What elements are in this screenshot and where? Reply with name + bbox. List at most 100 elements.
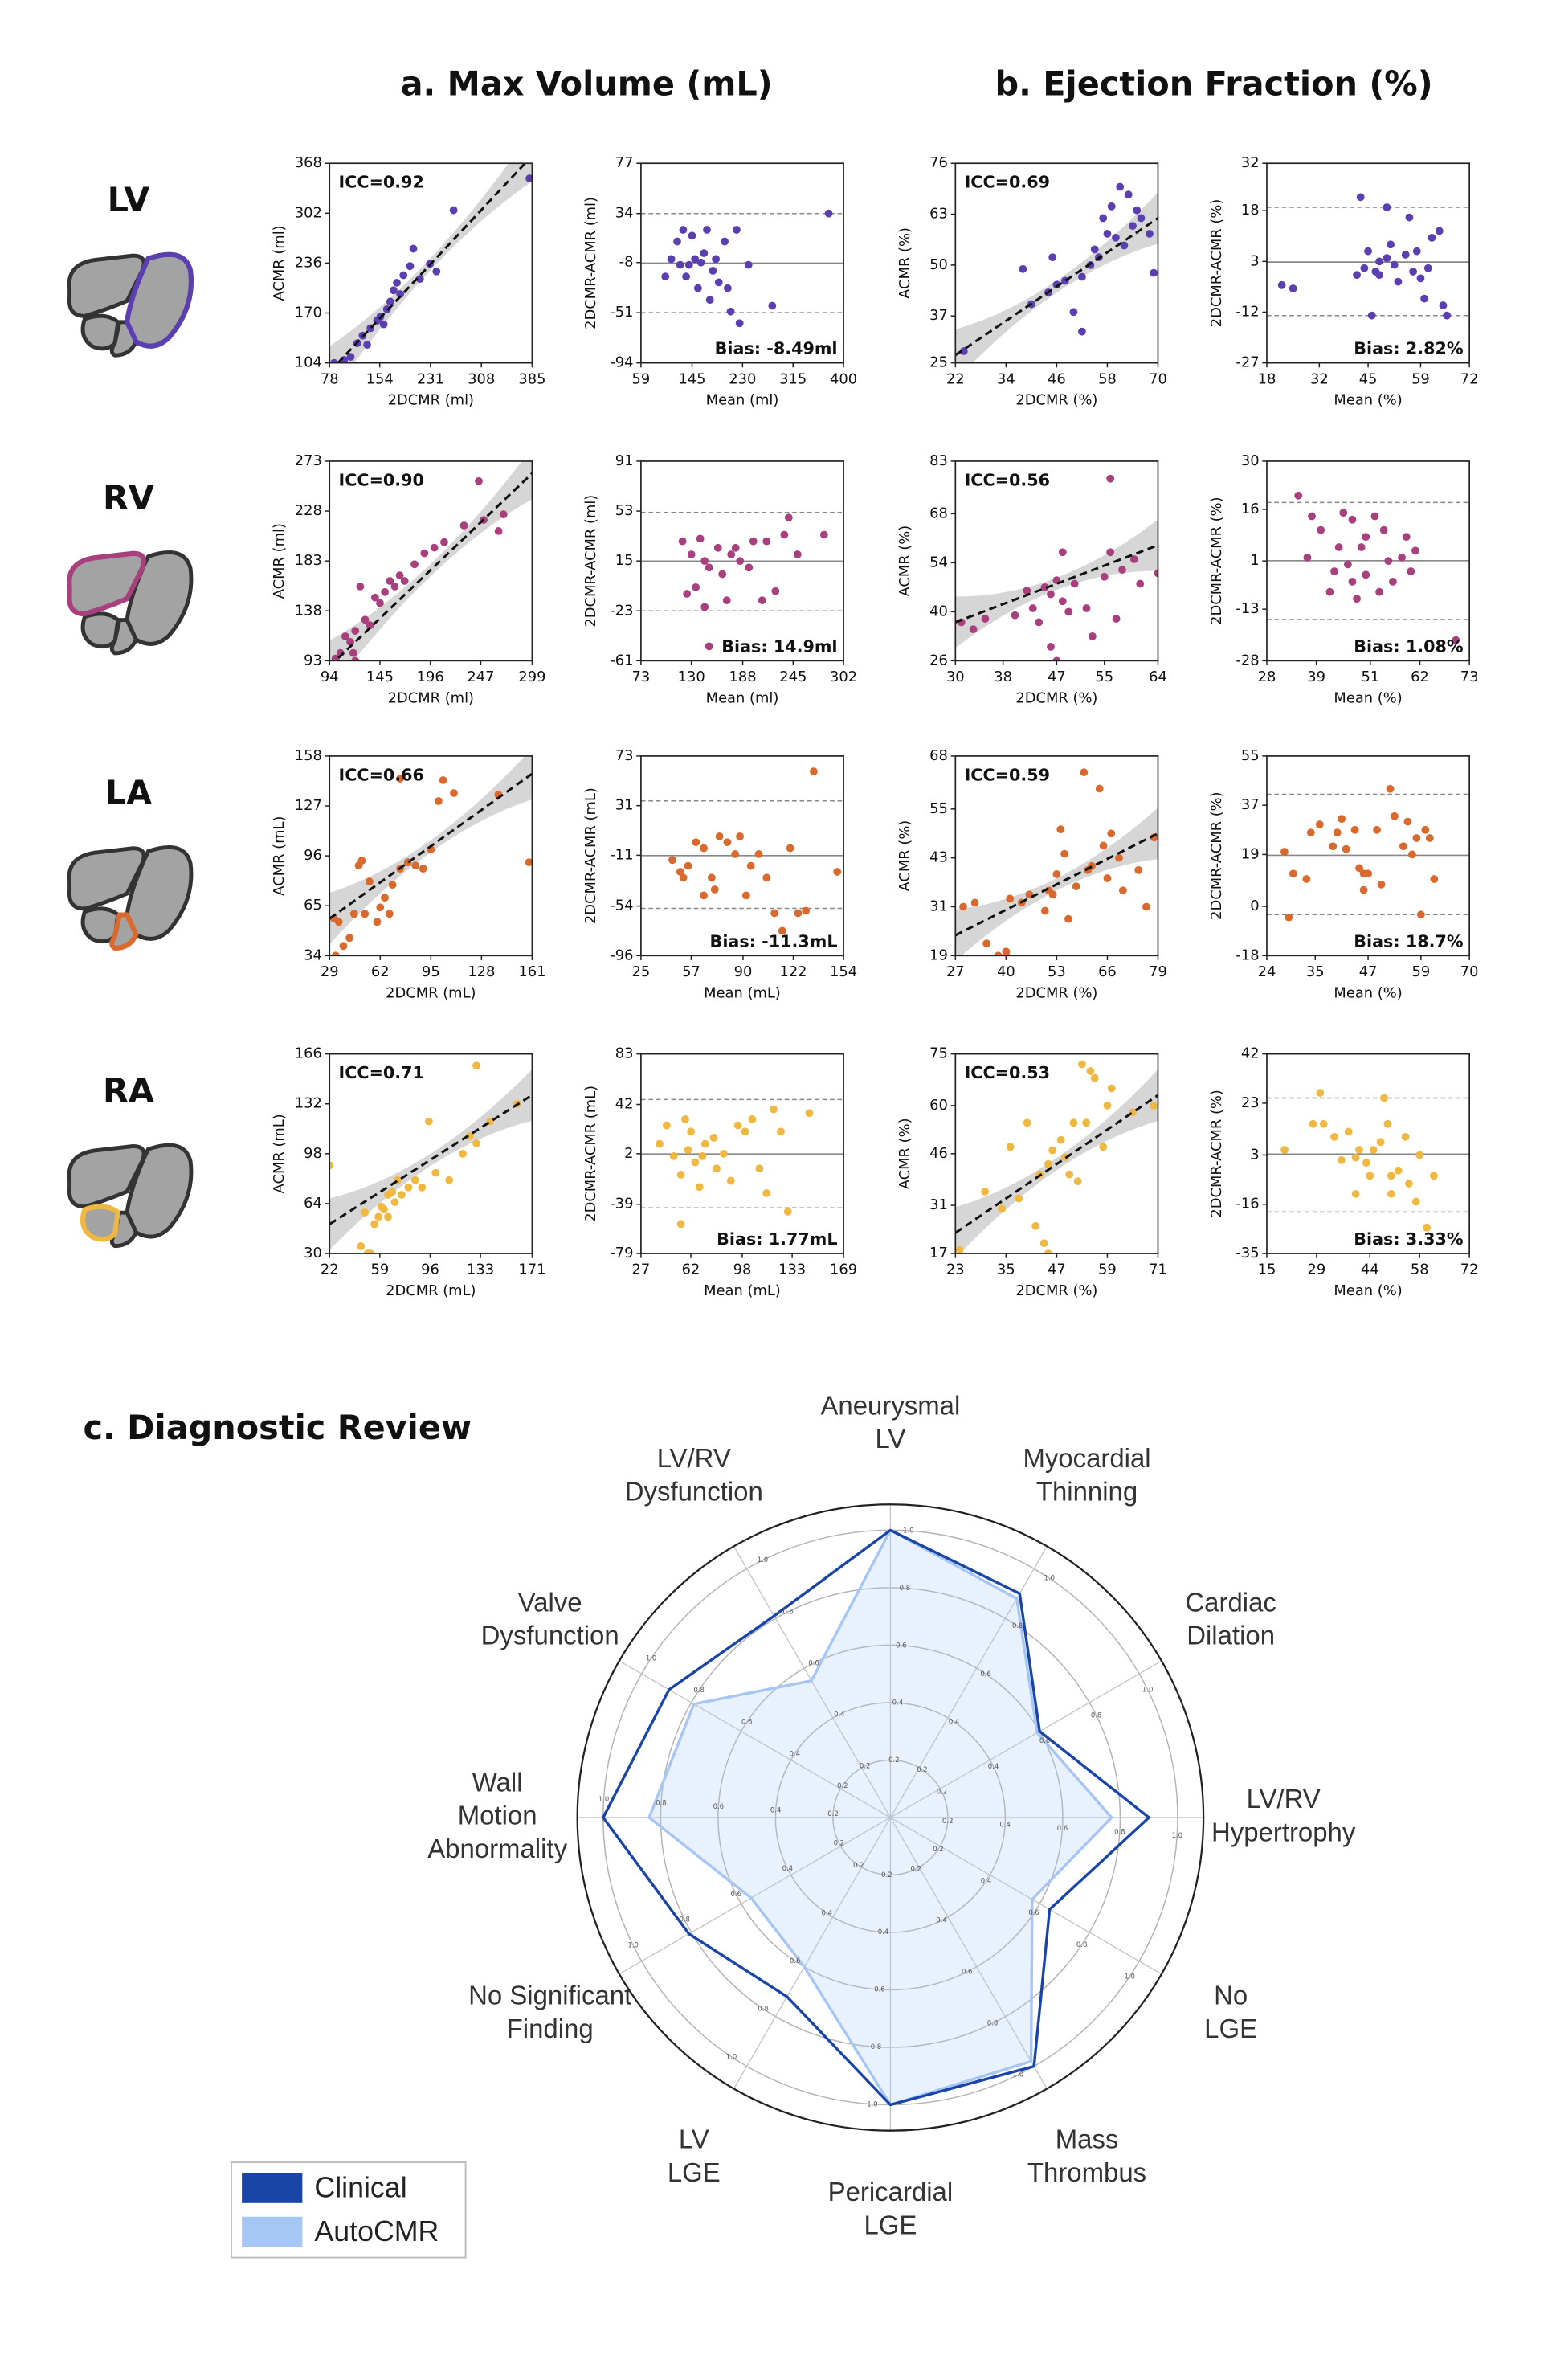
plot-frame (329, 755, 533, 957)
point (1100, 572, 1109, 581)
y-tick-label: -54 (610, 898, 633, 914)
point (970, 898, 979, 907)
point (700, 603, 709, 611)
x-axis-label: Mean (mL) (704, 1282, 781, 1299)
y-tick-label: 73 (615, 747, 634, 764)
point (1134, 865, 1143, 874)
point (1379, 525, 1388, 534)
point (494, 527, 503, 535)
point (1351, 1189, 1360, 1198)
point (346, 353, 355, 362)
point (393, 279, 401, 287)
point (361, 910, 370, 918)
y-tick-label: 30 (304, 1245, 322, 1262)
category-label: Dilation (1187, 1621, 1275, 1650)
point (1303, 553, 1312, 562)
x-axis-label: 2DCMR (ml) (388, 392, 474, 409)
x-axis-label: Mean (%) (1334, 689, 1402, 706)
x-tick-label: 73 (632, 669, 651, 685)
point (1118, 566, 1126, 574)
point (395, 571, 404, 579)
point (1412, 247, 1421, 256)
point (1044, 1159, 1052, 1168)
fit-line (336, 163, 527, 363)
radial-tick-label: 1.0 (1172, 1831, 1182, 1839)
point (982, 939, 991, 948)
plot (955, 768, 1158, 956)
x-tick-label: 59 (370, 1262, 389, 1278)
x-tick-label: 51 (1361, 669, 1379, 685)
y-tick-label: 50 (929, 256, 948, 273)
point (981, 1188, 989, 1196)
point (1405, 1180, 1413, 1188)
y-tick-label: 40 (929, 603, 948, 620)
point (1078, 272, 1086, 281)
point (1342, 844, 1350, 853)
fit-line (329, 772, 533, 920)
annotation: Bias: -11.3mL (710, 931, 838, 951)
point (459, 521, 468, 530)
point (345, 934, 353, 943)
point (1383, 254, 1391, 263)
point (1375, 587, 1383, 596)
plot-frame (1266, 1053, 1470, 1254)
plot-frame (1266, 460, 1470, 662)
x-tick-label: 25 (632, 963, 651, 980)
y-tick-label: 75 (929, 1045, 948, 1062)
point (1375, 271, 1383, 280)
y-tick-label: -79 (610, 1245, 633, 1262)
radial-tick-label: 0.6 (741, 1718, 752, 1726)
x-tick-label: 64 (1149, 669, 1167, 685)
point (1118, 886, 1127, 895)
point (1362, 1159, 1370, 1168)
point (1420, 294, 1428, 303)
chamber (125, 550, 194, 646)
point (1343, 560, 1352, 569)
point (431, 1168, 440, 1177)
x-tick-label: 59 (1098, 1262, 1117, 1278)
point (386, 577, 394, 585)
point (363, 341, 371, 349)
y-tick-label: 132 (295, 1095, 322, 1112)
point (733, 226, 741, 234)
x-tick-label: 23 (946, 1262, 965, 1278)
point (385, 910, 394, 918)
point (390, 286, 398, 295)
y-tick-label: 98 (304, 1145, 322, 1162)
y-tick-label: 1 (1250, 552, 1259, 569)
point (1040, 583, 1049, 591)
point (1154, 569, 1158, 578)
point (969, 625, 978, 634)
point (1048, 1146, 1057, 1155)
x-tick-label: 55 (1095, 669, 1113, 685)
point (1308, 512, 1316, 521)
point (420, 549, 429, 558)
point (1364, 869, 1372, 878)
y-tick-label: 60 (929, 1097, 948, 1114)
point (1078, 1060, 1086, 1069)
x-tick-label: 94 (321, 669, 339, 685)
point (700, 1139, 709, 1148)
category-label: Dysfunction (625, 1477, 763, 1507)
y-tick-label: 64 (304, 1195, 322, 1212)
x-tick-label: 59 (1411, 963, 1430, 980)
point (459, 1149, 467, 1158)
category-label: Thinning (1036, 1477, 1138, 1507)
point (758, 596, 766, 605)
point (386, 297, 394, 306)
point (357, 857, 366, 865)
point (1351, 1153, 1360, 1162)
point (1391, 812, 1399, 820)
legend-label: AutoCMR (314, 2215, 439, 2247)
point (735, 319, 744, 328)
plot-frame (954, 755, 1159, 957)
y-tick-label: 19 (1241, 845, 1260, 862)
point (1302, 875, 1311, 883)
point (525, 858, 533, 867)
point (669, 1152, 678, 1160)
radial-tick-label: 0.2 (888, 1756, 899, 1764)
point (351, 627, 360, 635)
y-tick-label: 32 (1241, 154, 1260, 171)
point (1353, 595, 1361, 603)
x-tick-label: 71 (1149, 1262, 1167, 1278)
